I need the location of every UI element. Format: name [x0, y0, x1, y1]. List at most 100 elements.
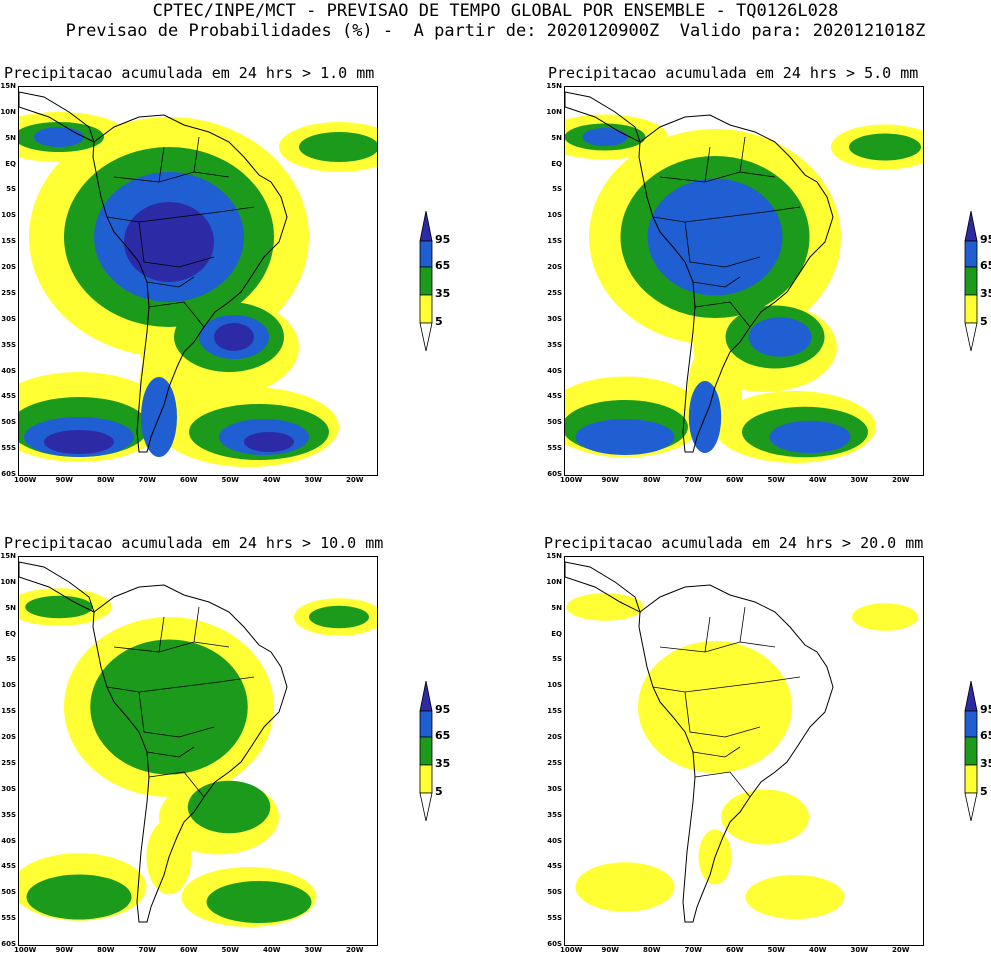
lat-tick-label: 5S [552, 185, 562, 194]
country-border [704, 146, 711, 183]
colorbar-label: 35 [980, 757, 991, 770]
lat-tick-label: 55S [547, 444, 562, 453]
lon-tick-label: 70W [138, 476, 156, 484]
prob-area [214, 323, 254, 351]
lat-tick-label: EQ [551, 159, 562, 168]
lon-tick-label: 40W [263, 476, 281, 484]
lat-tick-label: 35S [1, 810, 16, 819]
lat-tick-label: 35S [547, 810, 562, 819]
prob-area [647, 178, 783, 296]
coastline-central-america [565, 91, 641, 143]
prob-area [582, 128, 628, 146]
prob-area [721, 789, 809, 845]
colorbar-segment [419, 680, 433, 712]
lon-tick-label: 20W [892, 476, 910, 484]
lat-tick-label: EQ [551, 629, 562, 638]
lon-tick-label: 50W [221, 946, 239, 954]
lon-tick-label: 20W [346, 946, 364, 954]
lon-tick-label: 30W [304, 946, 322, 954]
lat-tick-label: 45S [1, 862, 16, 871]
colorbar-segment [964, 736, 978, 766]
prob-area [25, 595, 93, 619]
lat-tick-label: 55S [547, 914, 562, 923]
country-border [684, 221, 761, 268]
lat-tick-label: 10S [547, 681, 562, 690]
colorbar-segment [419, 792, 433, 822]
lon-tick-label: 80W [643, 946, 661, 954]
lat-tick-label: 5N [5, 133, 16, 142]
prob-area [244, 432, 294, 452]
lat-tick-label: 40S [547, 836, 562, 845]
colorbar-segment [964, 294, 978, 324]
lat-tick-label: 50S [1, 888, 16, 897]
colorbar-label: 95 [980, 703, 991, 716]
lon-tick-label: 100W [560, 946, 583, 954]
lat-tick-label: 10N [546, 107, 562, 116]
lat-tick-label: 15N [0, 552, 16, 560]
colorbar-label: 95 [435, 233, 451, 246]
lat-tick-label: 40S [1, 366, 16, 375]
lat-tick-label: 45S [547, 862, 562, 871]
lon-tick-label: 40W [263, 946, 281, 954]
lon-tick-label: 100W [14, 476, 37, 484]
lon-tick-label: 80W [643, 476, 661, 484]
lon-tick-label: 70W [684, 946, 702, 954]
lon-tick-label: 70W [684, 476, 702, 484]
lon-tick-label: 50W [767, 476, 785, 484]
colorbar-label: 5 [435, 785, 443, 798]
lon-tick-label: 90W [55, 946, 73, 954]
lon-tick-label: 40W [809, 946, 827, 954]
country-border [113, 171, 230, 183]
lon-tick-label: 60W [726, 476, 744, 484]
lat-tick-label: 10N [0, 577, 16, 586]
colorbar-graphic [964, 680, 978, 822]
lat-tick-label: 10S [1, 681, 16, 690]
colorbar-label: 5 [980, 315, 988, 328]
lat-tick-label: 20S [1, 733, 16, 742]
country-border [148, 301, 205, 328]
map-panel-3 [18, 556, 378, 946]
colorbar-graphic [964, 210, 978, 352]
lat-tick-label: 50S [547, 418, 562, 427]
colorbar-label: 95 [435, 703, 451, 716]
lat-tick-label: 30S [1, 784, 16, 793]
lat-tick-label: 55S [1, 914, 16, 923]
country-border [692, 746, 741, 758]
lat-tick-label: 20S [1, 263, 16, 272]
lon-tick-label: 30W [850, 946, 868, 954]
colorbar-label: 35 [980, 287, 991, 300]
colorbar-label: 65 [435, 259, 451, 272]
coastline-central-america [19, 91, 95, 143]
lat-tick-label: 25S [1, 758, 16, 767]
country-border [692, 276, 741, 288]
lat-tick-label: 20S [547, 263, 562, 272]
lat-tick-label: 5N [551, 133, 562, 142]
panel-title-3: Precipitacao acumulada em 24 hrs > 10.0 … [4, 534, 384, 552]
colorbar-segment [419, 266, 433, 296]
country-border [694, 771, 751, 798]
prob-layer-base [566, 593, 918, 919]
country-border [158, 616, 165, 653]
lon-tick-label: 20W [892, 946, 910, 954]
colorbar-label: 65 [435, 729, 451, 742]
lat-tick-label: 5S [6, 185, 16, 194]
lat-tick-label: 45S [1, 392, 16, 401]
coastline-central-america [565, 561, 641, 613]
colorbar-segment [964, 710, 978, 738]
prob-area [566, 593, 644, 621]
lat-tick-label: 60S [1, 470, 16, 478]
colorbar-label: 95 [980, 233, 991, 246]
lat-tick-label: 50S [1, 418, 16, 427]
prob-area [638, 641, 792, 773]
lat-tick-label: 30S [547, 784, 562, 793]
lat-tick-label: 5N [551, 603, 562, 612]
country-border [739, 606, 746, 643]
country-border [704, 616, 711, 653]
lat-tick-label: 15S [1, 237, 16, 246]
country-border [659, 641, 776, 653]
coastline [638, 114, 834, 453]
lat-tick-label: 55S [1, 444, 16, 453]
lat-tick-label: 10S [547, 211, 562, 220]
prob-area [26, 874, 132, 920]
prob-area [34, 127, 84, 147]
